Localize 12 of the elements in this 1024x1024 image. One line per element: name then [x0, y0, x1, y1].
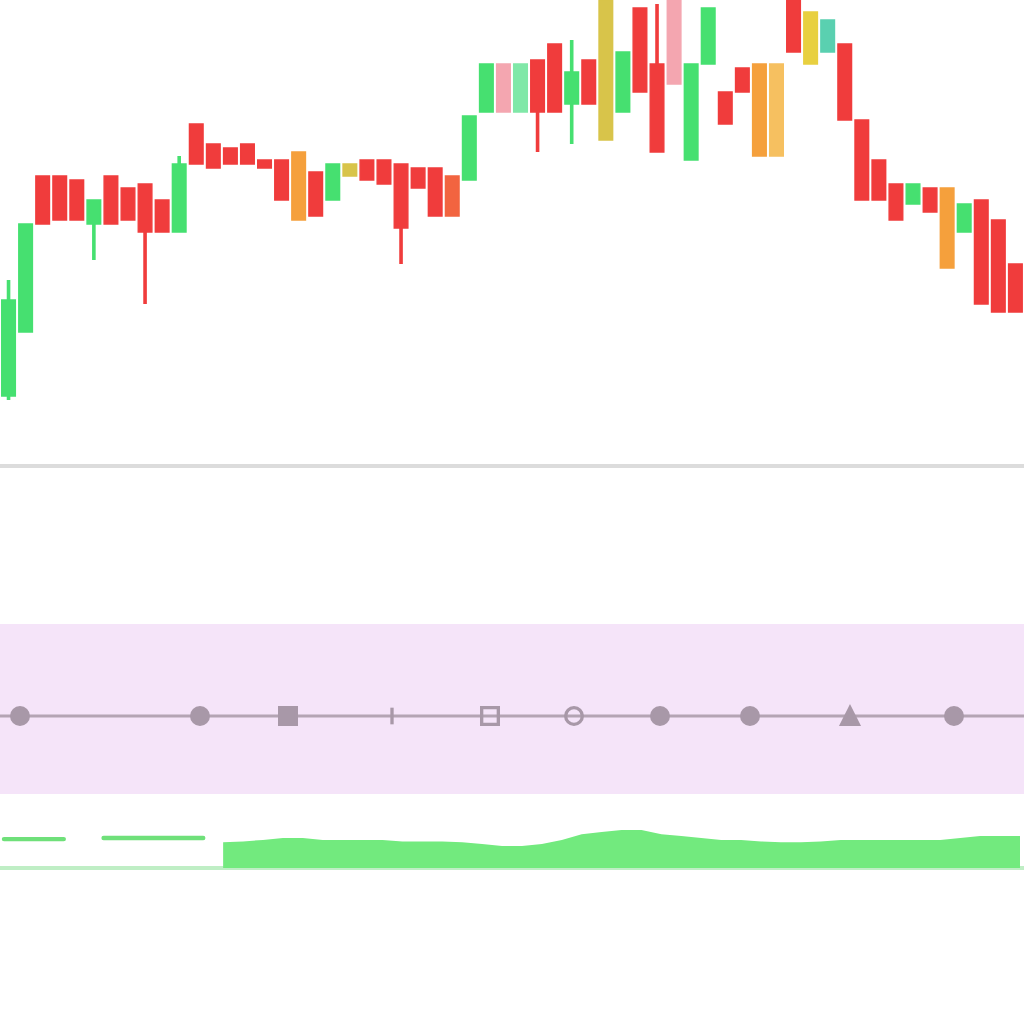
candlestick — [325, 163, 341, 201]
candlestick — [495, 63, 511, 113]
candlestick — [444, 175, 460, 217]
candlestick — [86, 198, 102, 262]
candlestick — [564, 38, 580, 146]
candlestick — [308, 171, 324, 217]
candlestick — [478, 63, 494, 113]
candlestick — [581, 59, 597, 105]
candlestick — [905, 183, 921, 205]
candlestick — [956, 203, 972, 233]
candlestick — [820, 19, 836, 53]
candlestick — [922, 187, 938, 213]
